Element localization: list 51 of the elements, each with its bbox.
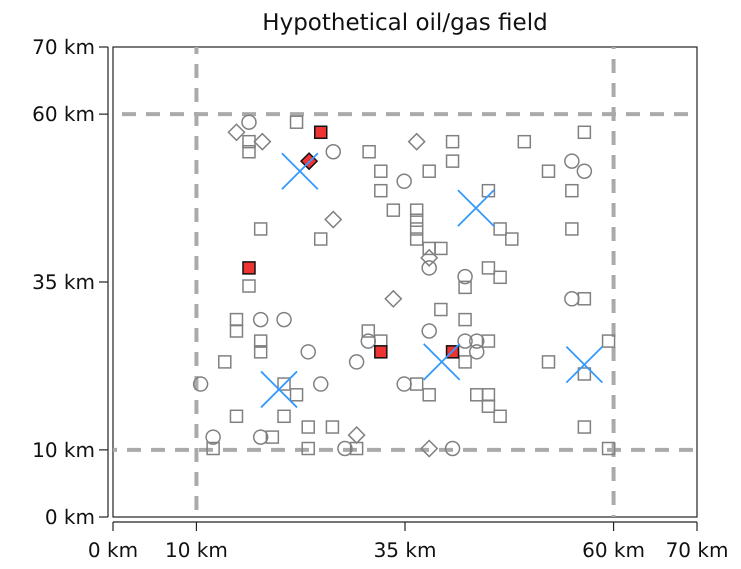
point [205,429,221,445]
x-tick-label: 70 km [666,538,728,562]
x-tick-label: 0 km [88,538,138,562]
y-tick-label: 35 km [32,270,95,294]
point [348,354,364,370]
y-tick-label: 0 km [44,505,95,529]
point [469,344,484,360]
point [444,440,460,456]
x-tick-label: 10 km [164,538,228,562]
point [422,343,461,381]
chart-title: Hypothetical oil/gas field [262,10,548,36]
point [192,376,208,392]
point [324,210,342,228]
point [228,124,246,142]
y-tick-label: 10 km [32,438,95,462]
point [565,346,604,384]
point [420,249,438,267]
point [457,333,473,349]
point [360,333,376,349]
point [576,163,592,179]
point [420,440,438,458]
point [314,126,328,140]
x-tick-label: 35 km [374,538,436,562]
point [242,261,256,275]
point [564,153,580,169]
point [421,323,437,339]
point [408,132,426,150]
point [326,144,341,160]
point [280,152,319,190]
point [457,268,473,284]
x-tick-label: 60 km [582,538,646,562]
point [396,174,412,190]
point [254,132,272,150]
point [469,333,484,349]
point [300,344,316,360]
point [276,312,292,328]
point [396,376,412,392]
point [374,345,388,359]
point [252,312,268,328]
point [252,429,268,445]
point [421,260,437,276]
point [457,189,495,228]
point [312,376,328,392]
point [384,290,402,308]
point [241,114,257,130]
y-tick-label: 60 km [32,102,95,126]
point [337,440,353,456]
y-tick-label: 70 km [32,35,95,59]
point [564,291,580,307]
point [260,370,298,408]
point [348,426,366,444]
